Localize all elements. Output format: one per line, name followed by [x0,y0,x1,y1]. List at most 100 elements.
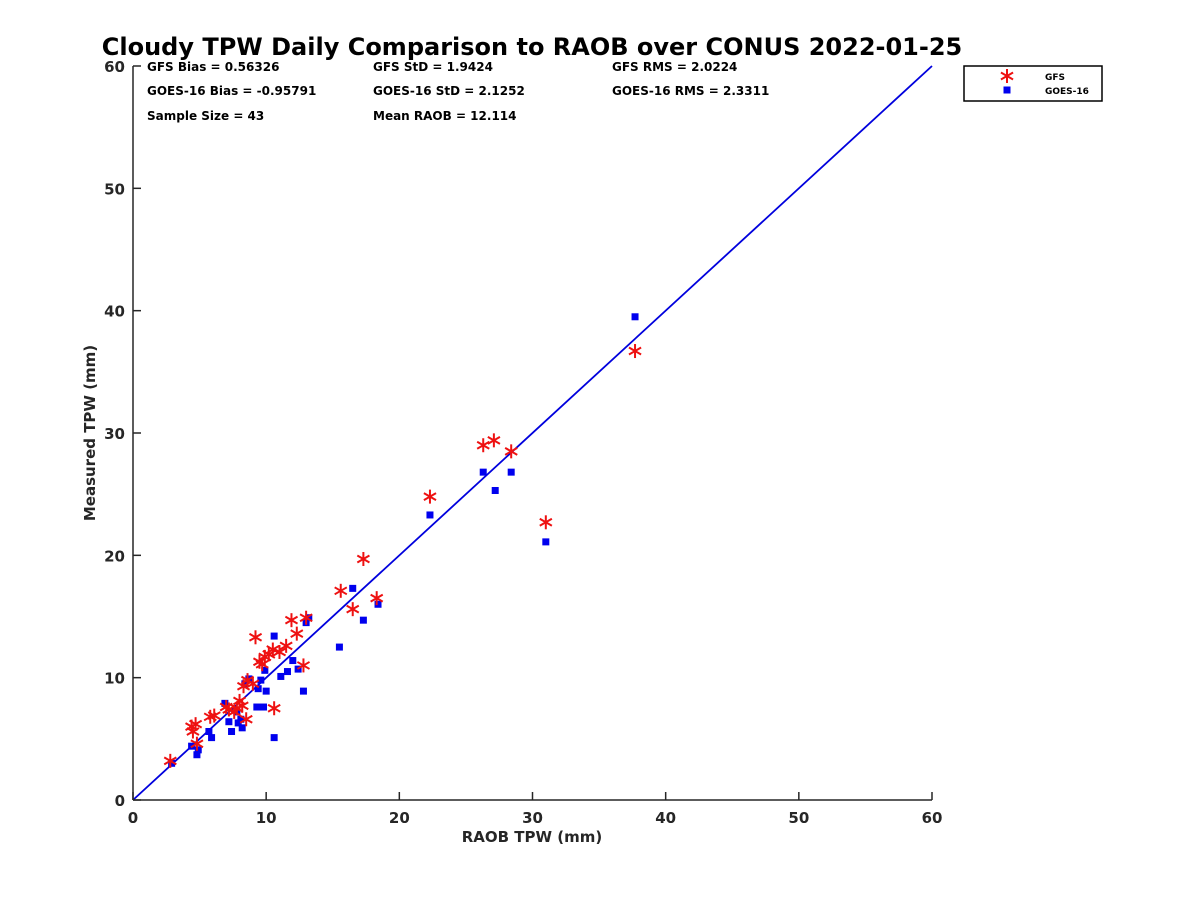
point-gfs-14 [239,712,253,727]
point-goes16-19 [261,666,269,674]
point-goes16-34 [426,511,434,519]
chart-title: Cloudy TPW Daily Comparison to RAOB over… [102,33,962,61]
point-goes16-36 [491,486,499,494]
point-gfs-25 [279,638,293,653]
point-gfs-33 [370,591,384,606]
point-gfs-27 [290,626,304,641]
point-goes16-21 [270,632,278,640]
point-goes16-18 [260,703,268,711]
point-gfs-31 [346,602,360,617]
stat-goes-std: GOES-16 StD = 2.1252 [373,84,525,98]
legend-label-gfs: GFS [1045,73,1065,83]
point-goes16-37 [507,468,515,476]
y-tick-label-3: 30 [104,425,125,443]
x-tick-label-1: 10 [256,809,277,827]
point-gfs-37 [504,444,518,459]
stat-sample-size: Sample Size = 43 [147,109,264,123]
point-gfs-3 [189,717,203,732]
point-goes16-25 [289,657,297,665]
series-gfs [163,344,642,768]
point-gfs-22 [266,642,280,657]
x-tick-label-6: 60 [922,809,943,827]
stats-block: GFS Bias = 0.56326 GFS StD = 1.9424 GFS … [147,60,769,123]
point-gfs-12 [235,698,249,713]
point-goes16-31 [349,584,357,592]
stat-gfs-std: GFS StD = 1.9424 [373,60,493,74]
point-gfs-26 [284,613,299,628]
x-tick-label-0: 0 [128,809,138,827]
point-goes16-24 [283,668,291,676]
point-goes16-29 [305,614,313,622]
stat-gfs-bias: GFS Bias = 0.56326 [147,60,279,74]
point-gfs-0 [163,753,177,768]
legend-marker-goes16 [1003,86,1011,94]
point-goes16-10 [234,719,242,727]
one-to-one-line [132,65,933,801]
point-goes16-12 [238,724,246,732]
y-tick-label-0: 0 [115,792,125,810]
legend-marker-gfs [1000,69,1014,83]
y-tick-label-2: 20 [104,547,125,565]
legend-marks [1000,69,1014,94]
point-goes16-0 [168,759,176,767]
point-gfs-32 [356,552,370,567]
point-gfs-24 [272,644,287,659]
x-tick-label-2: 20 [389,809,410,827]
x-axis-label: RAOB TPW (mm) [462,828,603,846]
stat-goes-rms: GOES-16 RMS = 2.3311 [612,84,769,98]
point-gfs-29 [299,610,313,625]
point-goes16-5 [208,734,216,742]
point-gfs-39 [628,344,642,359]
stat-goes-bias: GOES-16 Bias = -0.95791 [147,84,316,98]
series-goes-16 [168,313,639,767]
point-gfs-23 [267,701,281,716]
point-goes16-38 [542,538,550,546]
legend: GFS GOES-16 [963,65,1103,102]
stat-mean-raob: Mean RAOB = 12.114 [373,109,517,123]
point-gfs-28 [296,658,311,673]
plot-area [132,65,933,801]
x-tick-label-4: 40 [655,809,676,827]
point-goes16-27 [299,687,307,695]
point-goes16-6 [221,699,229,707]
point-goes16-16 [254,685,262,693]
y-tick-label-5: 50 [104,180,125,198]
axes: 0 10 20 30 40 50 60 0 10 20 30 40 50 60 [104,58,942,827]
point-gfs-36 [487,433,501,448]
point-goes16-3 [194,746,202,754]
point-goes16-13 [241,680,249,688]
x-tick-label-3: 30 [522,809,543,827]
point-goes16-32 [359,616,367,624]
y-tick-label-1: 10 [104,670,125,688]
point-gfs-30 [334,583,348,598]
point-goes16-33 [374,600,382,608]
point-gfs-38 [539,515,553,530]
point-goes16-15 [253,703,261,711]
point-gfs-6 [207,708,221,723]
x-tick-label-5: 50 [788,809,809,827]
stat-gfs-rms: GFS RMS = 2.0224 [612,60,737,74]
point-goes16-7 [225,718,233,726]
point-goes16-11 [237,715,245,723]
point-goes16-2 [193,751,201,759]
y-axis-label: Measured TPW (mm) [81,345,99,521]
point-goes16-30 [335,643,343,651]
legend-box [963,65,1103,102]
point-goes16-23 [277,672,285,680]
point-gfs-35 [476,438,490,453]
y-tick-label-4: 40 [104,303,125,321]
point-goes16-35 [479,468,487,476]
point-gfs-34 [423,489,437,504]
point-goes16-8 [228,727,236,735]
point-goes16-20 [262,687,270,695]
point-gfs-16 [246,676,260,691]
point-gfs-17 [248,630,263,645]
legend-label-goes16: GOES-16 [1045,87,1089,97]
point-gfs-4 [190,736,204,751]
point-gfs-11 [232,693,247,708]
point-goes16-17 [257,676,265,684]
y-tick-label-6: 60 [104,58,125,76]
point-goes16-4 [205,727,213,735]
point-goes16-22 [270,734,278,742]
